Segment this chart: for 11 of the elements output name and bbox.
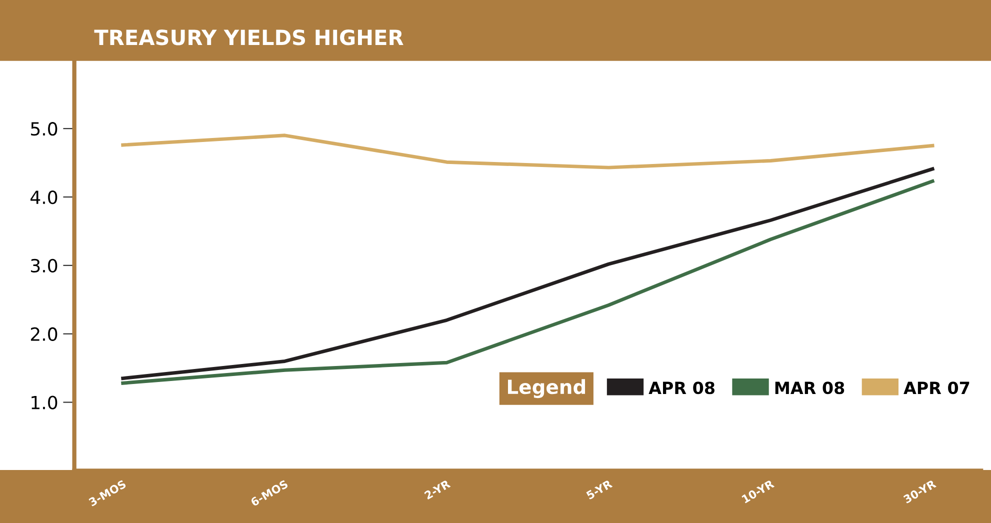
legend-label: APR 07 (904, 382, 970, 394)
legend-label: MAR 08 (775, 382, 844, 394)
y-tick-label: 5.0 (31, 122, 58, 136)
legend-title: Legend (508, 379, 586, 398)
y-tick-label: 3.0 (31, 258, 58, 273)
y-tick-label: 1.0 (32, 396, 58, 410)
y-tick-label: 2.0 (30, 327, 58, 341)
legend-label: APR 08 (648, 382, 714, 394)
line-series (121, 134, 934, 170)
y-tick-label: 4.0 (30, 190, 58, 204)
chart-title: TREASURY YIELDS HIGHER (94, 30, 404, 46)
